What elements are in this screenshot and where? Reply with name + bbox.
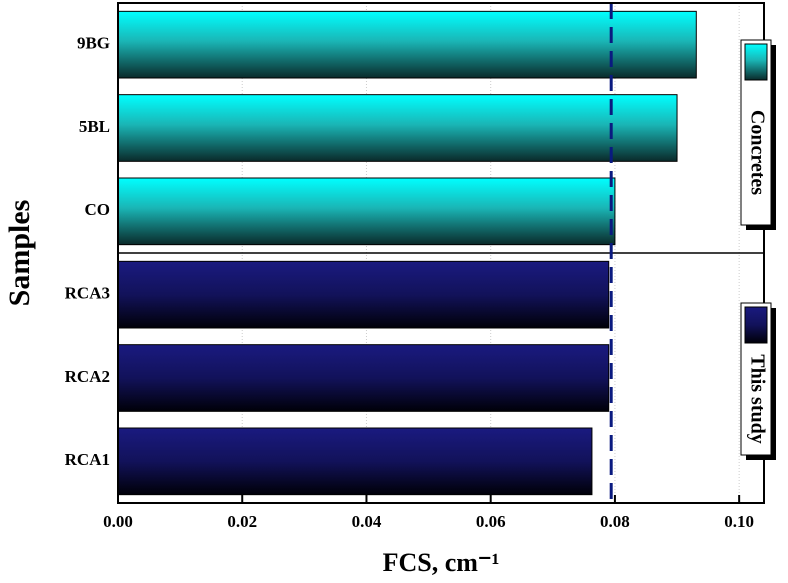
legend-swatch (744, 43, 768, 81)
bar (117, 344, 610, 412)
x-axis-label: FCS, cm⁻¹ (383, 548, 500, 577)
bar (117, 94, 678, 162)
bar (117, 177, 616, 246)
x-tick-label: 0.08 (600, 512, 630, 531)
x-tick-label: 0.04 (352, 512, 382, 531)
y-tick-label: CO (85, 200, 111, 219)
y-tick-label: RCA1 (65, 450, 110, 469)
plot-frame (117, 2, 765, 504)
y-axis-label: Samples (3, 200, 36, 307)
y-tick-label: 5BL (79, 117, 110, 136)
x-tick-label: 0.06 (476, 512, 506, 531)
x-tick-label: 0.10 (724, 512, 754, 531)
x-tick-label: 0.00 (103, 512, 133, 531)
bar (117, 260, 610, 329)
legend-label: Concretes (746, 110, 768, 195)
x-tick-label: 0.02 (227, 512, 257, 531)
bar (117, 427, 593, 496)
y-tick-label: 9BG (77, 34, 110, 53)
y-tick-label: RCA3 (65, 284, 110, 303)
bar (117, 10, 697, 79)
legend-label: This study (746, 354, 768, 444)
legend-swatch (744, 306, 768, 344)
y-tick-label: RCA2 (65, 367, 110, 386)
